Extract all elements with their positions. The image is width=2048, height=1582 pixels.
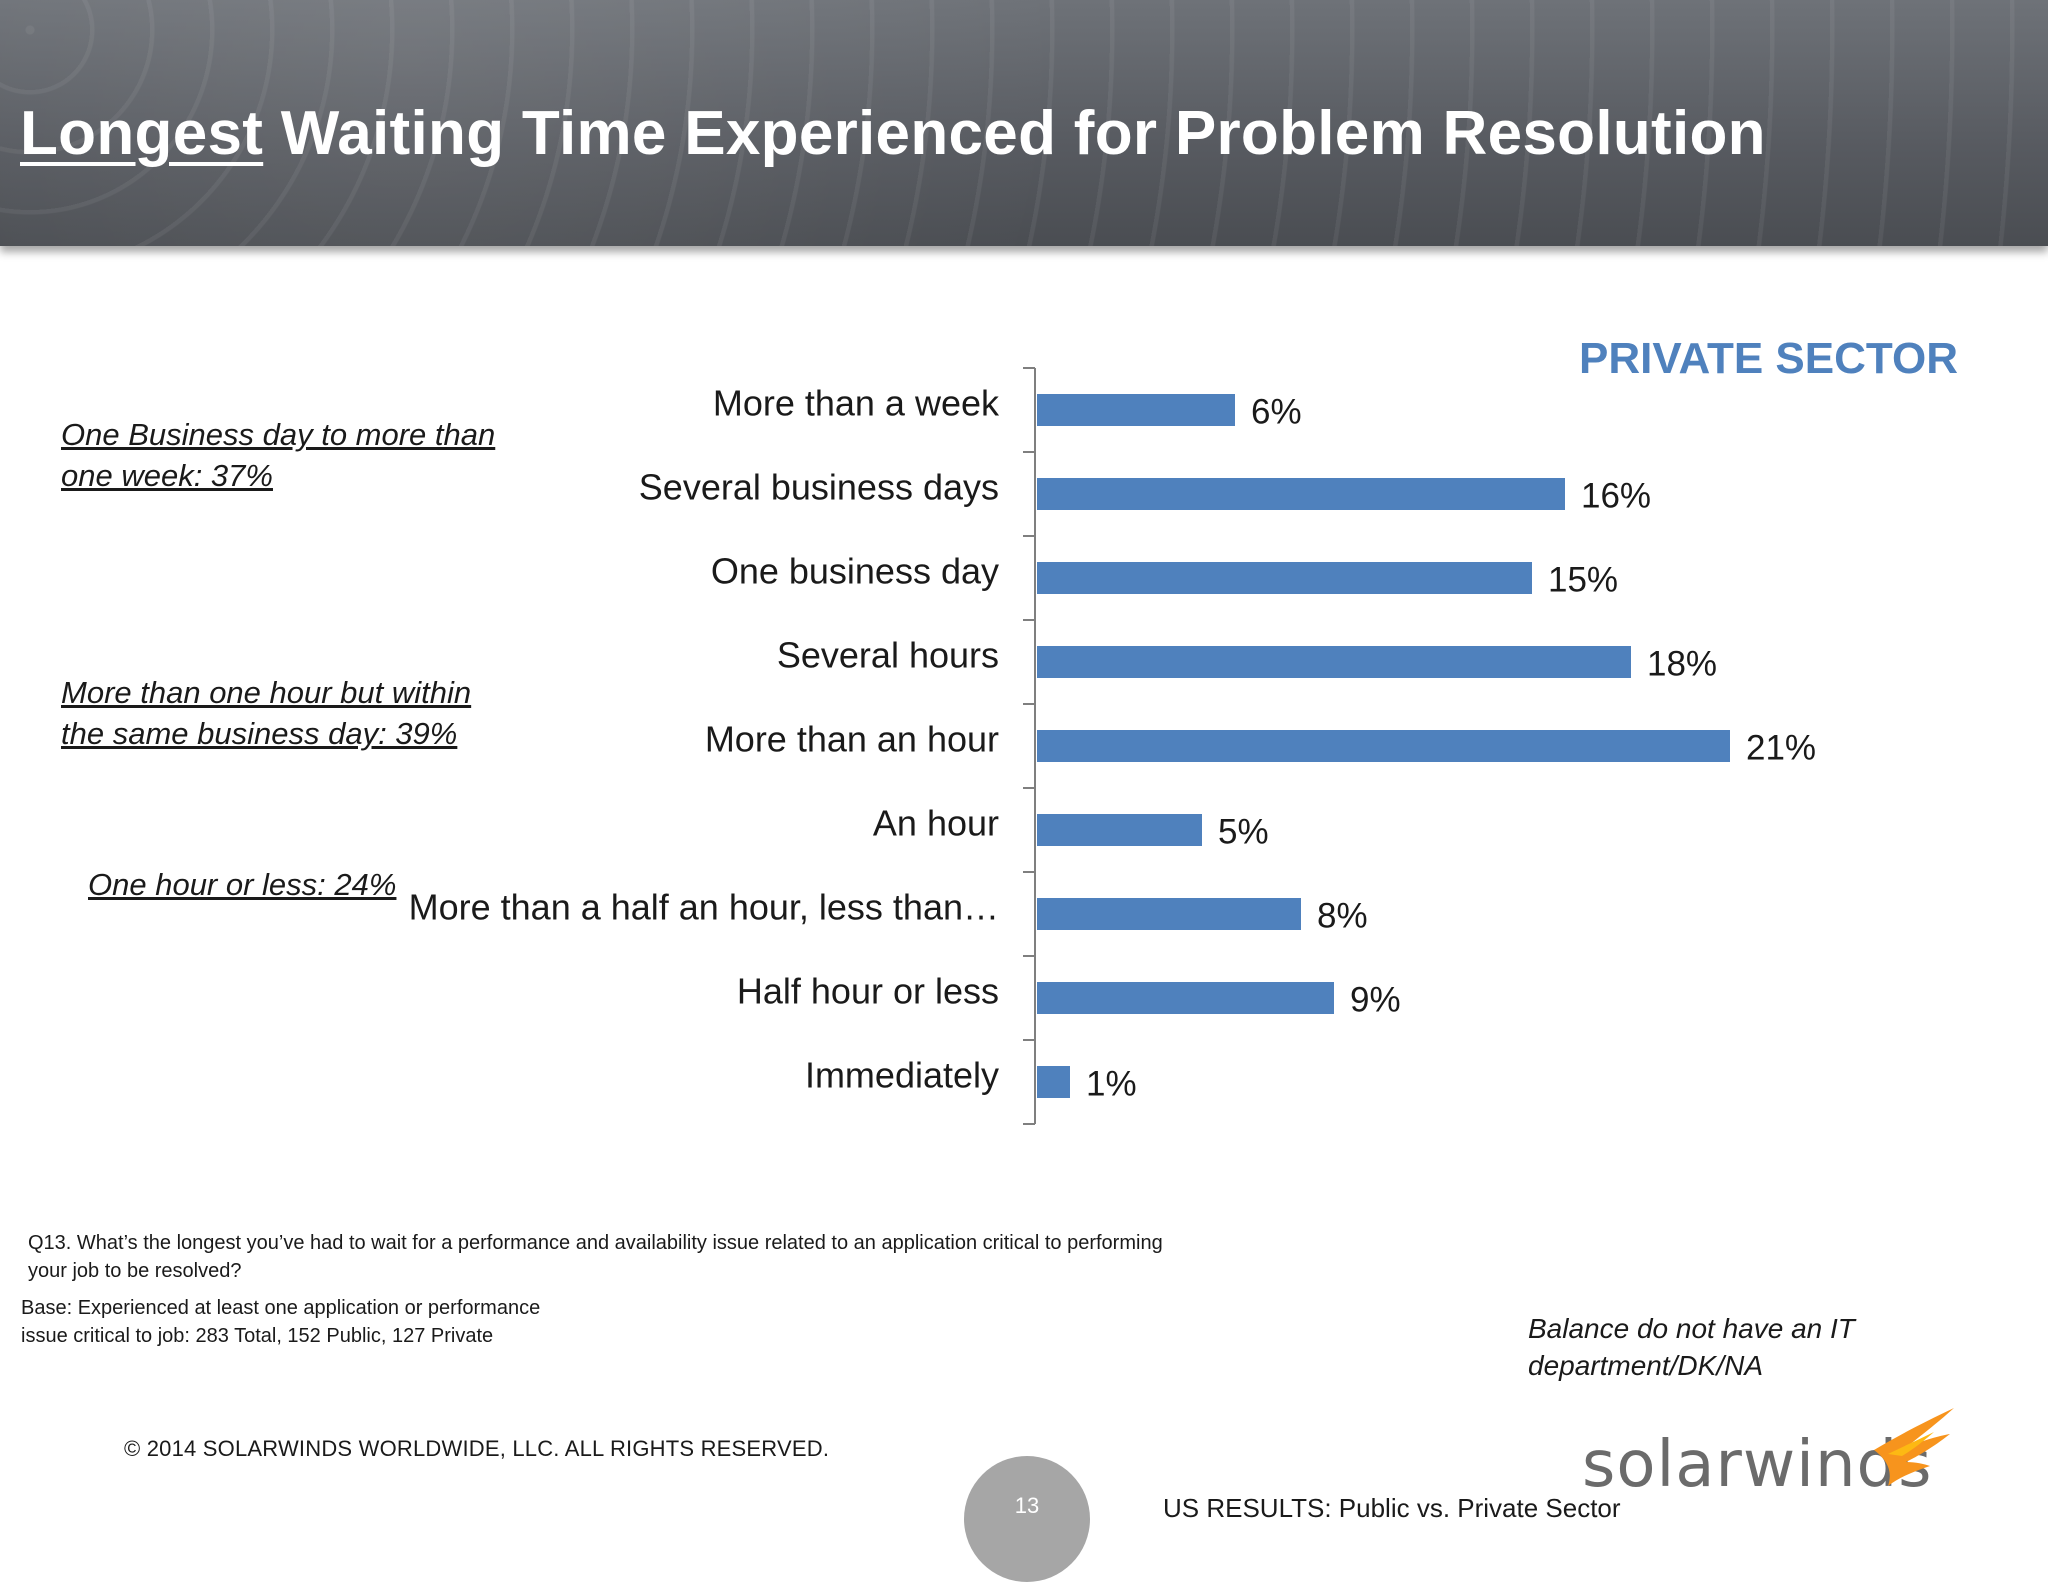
note-within-day: More than one hour but within the same b…	[61, 672, 471, 754]
data-label: 15%	[1548, 560, 1618, 599]
bar	[1037, 898, 1301, 930]
question-line-1: Q13. What’s the longest you’ve had to wa…	[28, 1232, 1163, 1254]
balance-line-2: department/DK/NA	[1528, 1350, 1763, 1381]
us-results-label: US RESULTS: Public vs. Private Sector	[1163, 1493, 1621, 1523]
base-footnote: Base: Experienced at least one applicati…	[21, 1294, 540, 1350]
data-label: 18%	[1647, 644, 1717, 683]
flame-icon	[1874, 1408, 1954, 1486]
data-label: 9%	[1350, 980, 1401, 1019]
page-number: 13	[1014, 1493, 1040, 1518]
sector-label: PRIVATE SECTOR	[1579, 334, 1958, 383]
data-label: 8%	[1317, 896, 1368, 935]
title-underlined-word: Longest	[20, 99, 264, 168]
page-title: Longest Waiting Time Experienced for Pro…	[20, 98, 1766, 169]
data-label: 5%	[1218, 812, 1269, 851]
data-label: 21%	[1746, 728, 1816, 767]
base-line-2: issue critical to job: 283 Total, 152 Pu…	[21, 1325, 494, 1347]
category-label: More than a half an hour, less than…	[409, 887, 999, 928]
category-label: One business day	[711, 551, 999, 592]
bar-chart: More than a week 6% Several business days 1…	[409, 367, 1816, 1125]
title-rest: Waiting Time Experienced for Problem Res…	[263, 99, 1766, 168]
question-footnote: Q13. What’s the longest you’ve had to wa…	[28, 1229, 1278, 1285]
question-line-2: your job to be resolved?	[28, 1260, 242, 1282]
note-within-day-line-1: More than one hour but within	[61, 675, 472, 710]
category-label: More than a week	[713, 383, 1000, 424]
category-label: Immediately	[805, 1055, 999, 1096]
note-business-day-line-1: One Business day to more than	[61, 417, 496, 452]
category-label: An hour	[873, 803, 999, 844]
data-label: 6%	[1251, 392, 1302, 431]
bar	[1037, 394, 1235, 426]
bar	[1037, 982, 1334, 1014]
category-label: Several business days	[639, 467, 999, 508]
header-banner: Longest Waiting Time Experienced for Pro…	[0, 0, 2048, 246]
note-business-day: One Business day to more than one week: …	[61, 414, 495, 496]
category-label: More than an hour	[705, 719, 999, 760]
bar	[1037, 1066, 1070, 1098]
page-number-badge: 13	[964, 1456, 1090, 1582]
bar	[1037, 730, 1730, 762]
solarwinds-logo: solarwinds	[1582, 1406, 1954, 1506]
copyright: © 2014 SOLARWINDS WORLDWIDE, LLC. ALL RI…	[124, 1436, 830, 1461]
bar	[1037, 478, 1565, 510]
bar	[1037, 646, 1631, 678]
note-within-day-line-2: the same business day: 39%	[61, 716, 458, 751]
bar	[1037, 562, 1532, 594]
balance-note: Balance do not have an IT department/DK/…	[1528, 1310, 1855, 1384]
category-label: Half hour or less	[737, 971, 999, 1012]
logo-text: solarwinds	[1582, 1428, 1933, 1502]
data-label: 16%	[1581, 476, 1651, 515]
note-business-day-line-2: one week: 37%	[61, 458, 273, 493]
category-label: Several hours	[777, 635, 999, 676]
bar	[1037, 814, 1202, 846]
balance-line-1: Balance do not have an IT	[1528, 1313, 1855, 1344]
base-line-1: Base: Experienced at least one applicati…	[21, 1297, 541, 1319]
data-label: 1%	[1086, 1064, 1137, 1103]
note-hour-or-less: One hour or less: 24%	[88, 867, 397, 902]
